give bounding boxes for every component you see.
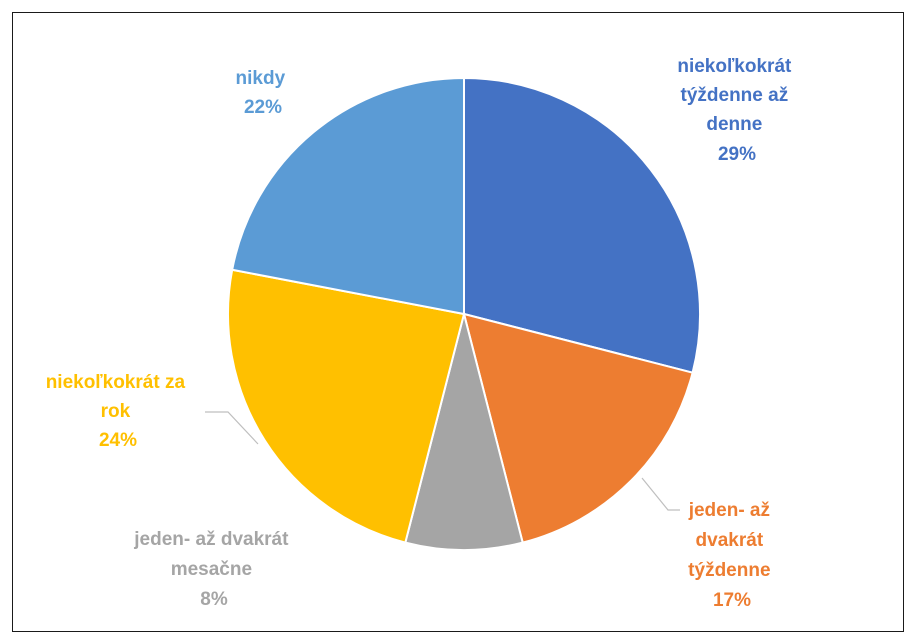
slice-label-3-line-0: niekoľkokrát za xyxy=(46,372,186,393)
pie-slices xyxy=(227,76,701,552)
slice-label-2-line-0: jeden- až dvakrát xyxy=(133,529,289,550)
slice-label-1: jeden- až dvakrát týždenne 17% xyxy=(688,500,776,611)
slice-label-0-percent: 29% xyxy=(718,144,756,165)
pie-slice-2 xyxy=(404,313,524,552)
slice-label-0-line-0: niekoľkokrát xyxy=(677,56,792,77)
slice-label-1-line-0: jeden- až xyxy=(688,500,770,521)
pie-slice-3 xyxy=(227,268,466,544)
slice-label-1-line-1: dvakrát xyxy=(696,530,764,551)
slice-label-4-percent: 22% xyxy=(244,97,282,118)
slice-label-0-line-1: týždenne až xyxy=(681,85,789,106)
slice-label-1-percent: 17% xyxy=(713,590,751,611)
slice-label-2: jeden- až dvakrát mesačne 8% xyxy=(133,529,293,610)
slice-label-0: niekoľkokrát týždenne až denne 29% xyxy=(677,56,796,165)
slice-label-1-line-2: týždenne xyxy=(688,560,770,581)
slice-label-2-percent: 8% xyxy=(200,589,228,610)
slice-label-2-line-1: mesačne xyxy=(171,559,252,580)
pie-slice-0 xyxy=(463,76,701,374)
slice-label-4-line-0: nikdy xyxy=(236,68,286,89)
pie-slice-1 xyxy=(462,312,694,544)
leader-line-yellow xyxy=(205,411,259,445)
slice-label-3: niekoľkokrát za rok 24% xyxy=(46,372,191,451)
pie-slice-4 xyxy=(231,76,465,316)
slice-label-4: nikdy 22% xyxy=(236,68,291,118)
slice-label-3-line-1: rok xyxy=(101,401,131,422)
leader-lines xyxy=(205,411,680,511)
slice-label-0-line-2: denne xyxy=(706,114,762,135)
leader-line-orange xyxy=(641,477,680,511)
pie-chart: niekoľkokrát týždenne až denne 29% jeden… xyxy=(46,56,796,611)
slice-label-3-percent: 24% xyxy=(99,430,137,451)
